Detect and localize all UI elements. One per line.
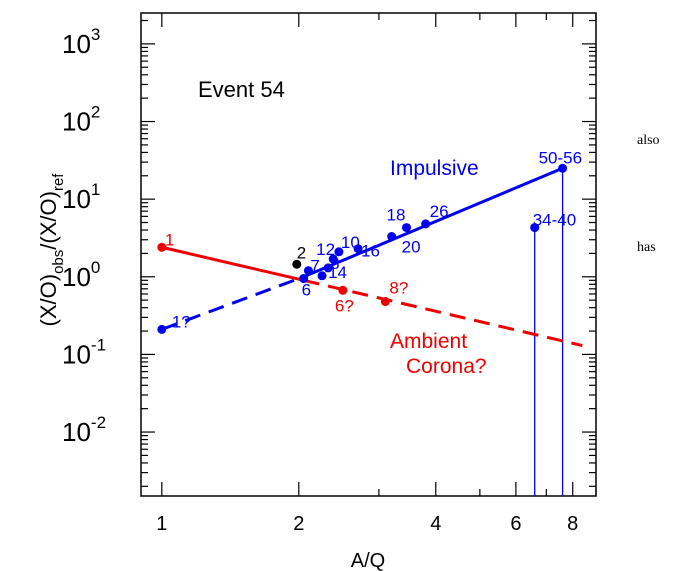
x-tick-label: 1 — [156, 513, 167, 535]
plot-frame — [140, 12, 597, 497]
y-tick-label: 101 — [62, 180, 100, 214]
data-label: 7 — [310, 257, 319, 276]
data-label: 18 — [387, 206, 406, 225]
data-point — [380, 297, 390, 307]
side-note-has: has — [637, 240, 656, 255]
data-point — [558, 163, 568, 173]
side-note-also: also — [637, 133, 660, 148]
x-tick-label: 2 — [293, 513, 304, 535]
data-label: 6? — [335, 296, 354, 315]
data-point — [317, 271, 327, 281]
data-label: 8? — [389, 279, 408, 298]
x-tick-label: 8 — [567, 513, 578, 535]
y-tick-label: 102 — [62, 103, 100, 137]
data-point — [328, 254, 338, 264]
fit-line-dashed — [161, 275, 305, 331]
y-tick-label: 100 — [62, 258, 100, 292]
data-point — [303, 266, 313, 276]
data-label: 12 — [316, 240, 335, 259]
data-label: 1 — [165, 230, 174, 249]
y-tick-label: 103 — [62, 25, 100, 59]
data-point — [338, 285, 348, 295]
x-tick-label: 4 — [430, 513, 441, 535]
data-point — [353, 244, 363, 254]
data-point — [402, 223, 412, 233]
event-annotation: Event 54 — [198, 77, 285, 102]
data-label: 2 — [297, 243, 306, 262]
x-axis-label: A/Q — [351, 550, 385, 571]
fit-line-solid — [161, 245, 305, 282]
data-point — [334, 247, 344, 257]
data-point — [299, 274, 309, 284]
data-label: 6 — [302, 281, 311, 300]
data-point — [323, 263, 333, 273]
data-label: 34-40 — [533, 211, 576, 230]
fit-line-solid — [303, 166, 564, 279]
ambient-series-label-line2: Corona? — [406, 355, 487, 378]
fit-line-dashed — [303, 278, 583, 348]
fit-lines — [161, 166, 583, 496]
data-label: 50-56 — [539, 148, 582, 167]
data-label: 1? — [172, 312, 191, 331]
data-point — [292, 259, 302, 269]
ambient-series-label: Ambient — [390, 330, 467, 353]
x-tick-label: 6 — [510, 513, 521, 535]
impulsive-series-label: Impulsive — [390, 157, 479, 180]
y-tick-label: 10-2 — [62, 413, 106, 447]
data-point — [157, 242, 167, 252]
data-label: 16 — [361, 242, 380, 261]
data-point — [530, 223, 540, 233]
data-label: 14 — [328, 263, 347, 282]
data-label: 26 — [430, 202, 449, 221]
y-tick-label: 10-1 — [62, 335, 106, 369]
data-label: 8 — [330, 254, 339, 273]
data-label: 20 — [402, 238, 421, 257]
data-point — [387, 232, 397, 242]
data-point — [157, 324, 167, 334]
data-point — [421, 219, 431, 229]
